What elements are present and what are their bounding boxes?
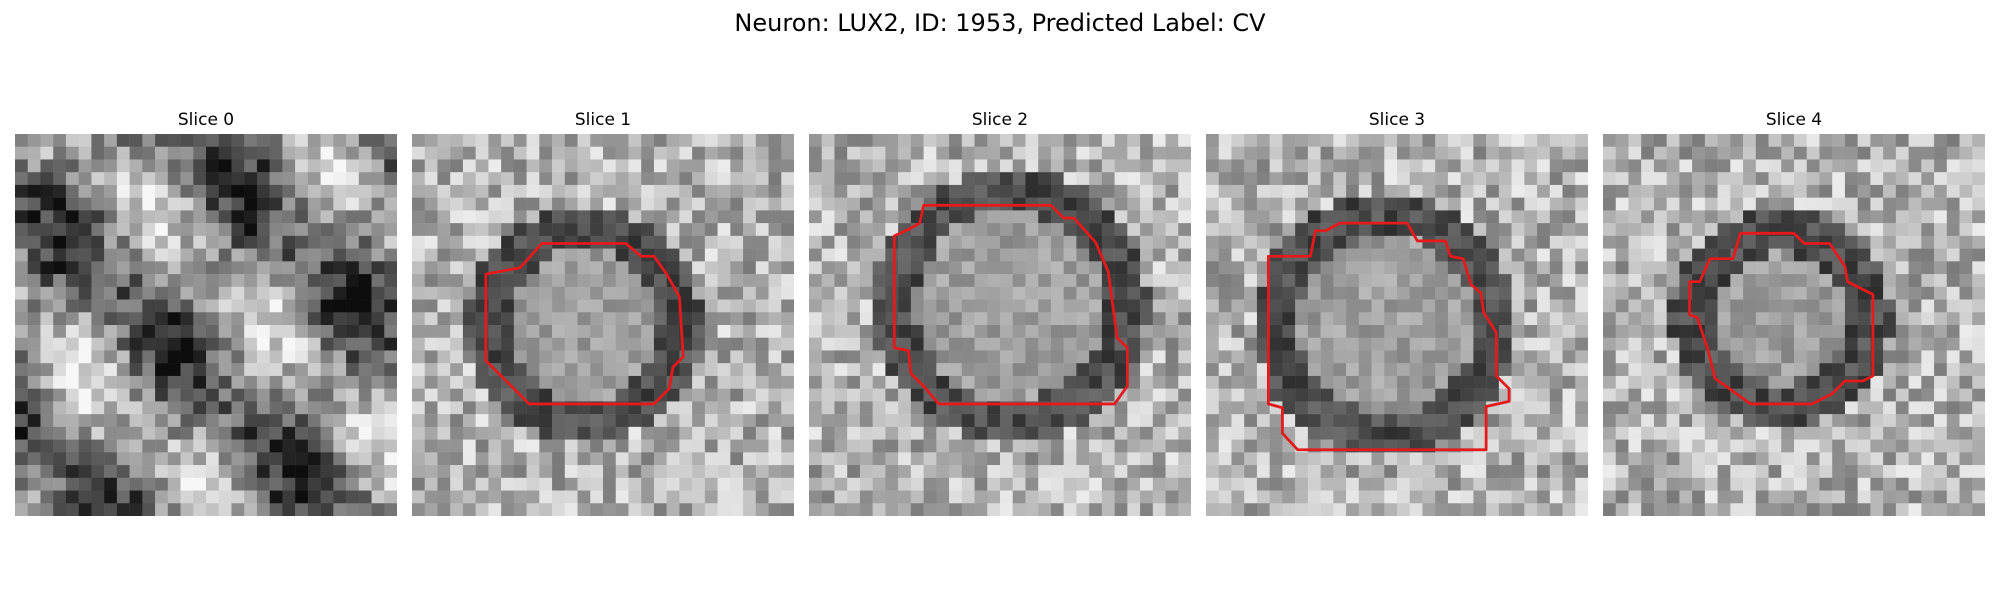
slice-panel-2: Slice 2 — [809, 110, 1191, 516]
slice-panel-4: Slice 4 — [1603, 110, 1985, 516]
slice-image-4 — [1603, 134, 1985, 516]
slice-title-0: Slice 0 — [177, 110, 235, 130]
segmentation-contour — [1688, 231, 1875, 406]
slice-title-2: Slice 2 — [971, 110, 1029, 130]
grayscale-image — [412, 134, 794, 516]
slice-image-1 — [412, 134, 794, 516]
slice-title-1: Slice 1 — [574, 110, 632, 130]
grayscale-image — [1206, 134, 1588, 516]
slice-title-4: Slice 4 — [1765, 110, 1823, 130]
slice-panel-1: Slice 1 — [412, 110, 794, 516]
slice-panel-3: Slice 3 — [1206, 110, 1588, 516]
segmentation-contour — [892, 203, 1129, 406]
segmentation-contour — [1266, 221, 1511, 452]
slice-image-2 — [809, 134, 1191, 516]
segmentation-contour — [484, 242, 685, 406]
slice-title-3: Slice 3 — [1368, 110, 1426, 130]
slice-panel-0: Slice 0 — [15, 110, 397, 516]
slice-image-3 — [1206, 134, 1588, 516]
slice-image-0 — [15, 134, 397, 516]
figure-title: Neuron: LUX2, ID: 1953, Predicted Label:… — [734, 9, 1266, 37]
grayscale-image — [1603, 134, 1985, 516]
grayscale-image — [809, 134, 1191, 516]
grayscale-image — [15, 134, 397, 516]
